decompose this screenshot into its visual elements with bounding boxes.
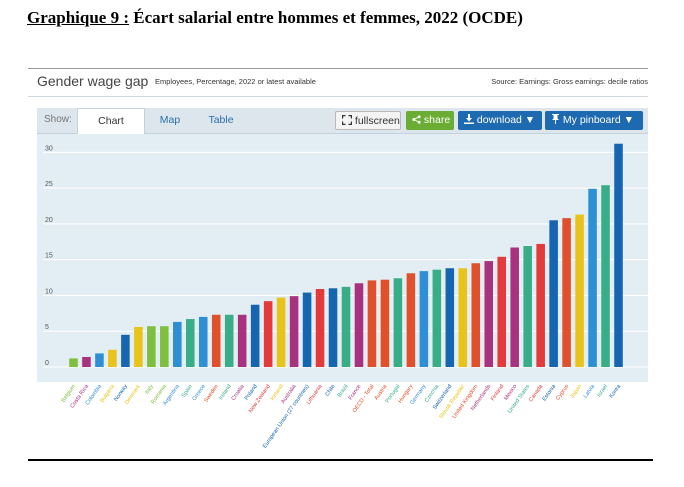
x-tick-label: Latvia <box>583 383 597 399</box>
bar[interactable] <box>328 288 338 367</box>
y-tick-label: 30 <box>45 145 53 152</box>
bar[interactable] <box>458 268 468 367</box>
bar[interactable] <box>276 297 286 367</box>
pinboard-button[interactable]: My pinboard ▼ <box>545 111 643 130</box>
bar[interactable] <box>614 143 623 367</box>
bar[interactable] <box>523 246 532 367</box>
download-button[interactable]: download ▼ <box>458 111 542 130</box>
bottom-divider <box>28 459 653 461</box>
share-label: share <box>423 114 451 126</box>
bar[interactable] <box>406 273 416 367</box>
bar[interactable] <box>367 280 377 367</box>
fullscreen-label: fullscreen <box>354 115 400 127</box>
bar[interactable] <box>186 319 195 367</box>
bar[interactable] <box>173 321 182 367</box>
y-tick-label: 0 <box>45 360 49 367</box>
tab-map[interactable]: Map <box>159 114 181 126</box>
bar[interactable] <box>95 353 104 367</box>
x-tick-label: Finland <box>490 384 505 402</box>
bar[interactable] <box>134 326 143 367</box>
share-button[interactable]: share <box>406 111 454 130</box>
share-icon <box>412 115 421 124</box>
bar[interactable] <box>445 268 455 367</box>
bar[interactable] <box>237 314 247 367</box>
header-divider <box>28 96 648 97</box>
caret-down-icon: ▼ <box>524 114 536 126</box>
x-tick-label: Italy <box>144 384 155 396</box>
bar[interactable] <box>211 314 221 367</box>
bar[interactable] <box>419 271 429 367</box>
bar[interactable] <box>250 304 260 367</box>
y-tick-label: 25 <box>45 181 53 188</box>
download-label: download <box>476 114 522 126</box>
bar[interactable] <box>432 269 442 368</box>
bar[interactable] <box>575 214 584 367</box>
bar[interactable] <box>601 185 610 367</box>
expand-icon <box>342 115 352 125</box>
heading-prefix: Graphique 9 : <box>27 8 130 27</box>
fullscreen-button[interactable]: fullscreen <box>335 111 401 130</box>
x-tick-label: Israel <box>596 384 609 399</box>
show-label: Show: <box>44 114 72 125</box>
x-tick-label: Cyprus <box>555 384 570 402</box>
bar[interactable] <box>497 256 506 367</box>
bar[interactable] <box>147 326 156 367</box>
bar[interactable] <box>198 316 208 367</box>
bar[interactable] <box>315 289 325 367</box>
bar[interactable] <box>224 314 234 367</box>
tab-chart[interactable]: Chart <box>77 108 145 135</box>
bar[interactable] <box>69 358 78 367</box>
chart-area: 0 5 10 15 20 25 30 Belgium Costa Rica Colombia Bul… <box>37 134 648 450</box>
x-tick-label: Japan <box>570 384 584 400</box>
document-heading: Graphique 9 : Écart salarial entre homme… <box>27 8 667 28</box>
bar[interactable] <box>536 243 545 367</box>
widget-subtitle: Employees, Percentage, 2022 or latest av… <box>155 77 316 86</box>
x-tick-label: Chile <box>324 384 336 398</box>
chart-toolbar: Show: Chart Map Table fullscreen share d… <box>37 108 648 135</box>
x-tick-label: Korea <box>609 383 623 399</box>
top-divider <box>28 68 648 69</box>
widget-source: Source: Earnings: Gross earnings: decile… <box>491 77 648 86</box>
bar[interactable] <box>471 263 481 367</box>
download-icon <box>464 114 474 124</box>
bar[interactable] <box>380 279 390 367</box>
bar[interactable] <box>341 286 351 367</box>
tab-table[interactable]: Table <box>208 114 234 126</box>
bar[interactable] <box>263 301 273 367</box>
bar[interactable] <box>82 356 91 367</box>
bar[interactable] <box>562 218 571 367</box>
bar[interactable] <box>289 296 299 367</box>
caret-down-icon: ▼ <box>623 114 635 126</box>
y-tick-label: 10 <box>45 288 53 295</box>
bar[interactable] <box>160 326 169 367</box>
bar[interactable] <box>121 334 130 367</box>
pinboard-label: My pinboard <box>562 114 621 126</box>
bar[interactable] <box>588 188 597 367</box>
bar[interactable] <box>108 349 117 367</box>
bar[interactable] <box>484 261 494 367</box>
bar[interactable] <box>549 220 558 367</box>
widget-title: Gender wage gap <box>37 73 149 89</box>
y-tick-label: 5 <box>45 324 49 331</box>
bar[interactable] <box>302 292 312 367</box>
bar[interactable] <box>393 278 403 367</box>
y-tick-label: 15 <box>45 253 53 260</box>
y-tick-label: 20 <box>45 217 53 224</box>
bar[interactable] <box>510 247 519 367</box>
bar[interactable] <box>354 283 364 367</box>
heading-text: Écart salarial entre hommes et femmes, 2… <box>133 8 523 27</box>
pin-icon <box>552 114 559 124</box>
